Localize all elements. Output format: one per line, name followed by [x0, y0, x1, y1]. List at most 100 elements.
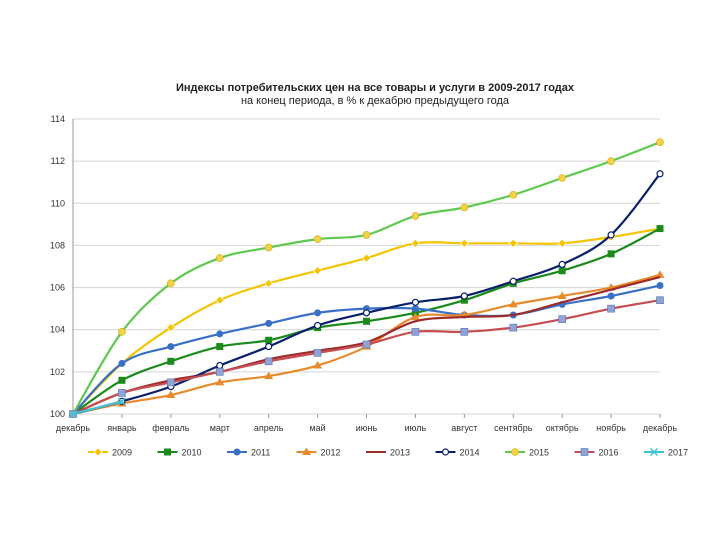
legend-item-2015: 2015: [505, 448, 549, 458]
y-tick-label: 114: [51, 114, 65, 124]
legend-label: 2014: [460, 448, 480, 458]
y-tick-label: 100: [50, 409, 65, 419]
x-tick-label: август: [451, 423, 477, 433]
legend-item-2013: 2013: [366, 448, 410, 458]
data-point-2015: [362, 231, 371, 239]
data-point-2012: [264, 371, 274, 380]
data-point-2010: [265, 336, 273, 344]
data-point-2009: [508, 238, 518, 248]
data-point-2015: [264, 243, 273, 252]
x-tick-label: сентябрь: [494, 423, 533, 433]
x-tick-label: декабрь: [56, 423, 91, 433]
y-tick-label: 110: [51, 198, 65, 208]
data-point-2015: [509, 191, 518, 199]
data-point-2010: [167, 357, 175, 365]
data-point-2009: [459, 238, 469, 248]
series-group: [68, 138, 665, 419]
data-point-2014: [265, 342, 273, 351]
data-point-2016: [362, 340, 371, 349]
data-point-2012: [557, 291, 567, 299]
legend: 2009 2010 2011 2012 2013 2014 2015 2016 2017: [88, 447, 688, 458]
data-point-2012: [166, 390, 176, 399]
data-point-2011: [411, 305, 419, 313]
legend-marker: [93, 447, 103, 457]
x-tick-label: октябрь: [546, 423, 579, 433]
data-point-2016: [607, 304, 615, 313]
data-point-2010: [118, 376, 126, 384]
data-point-2014: [607, 231, 615, 239]
legend-marker: [164, 448, 171, 456]
data-point-2015: [558, 174, 566, 182]
legend-marker: [511, 448, 519, 456]
x-tick-label: декабрь: [643, 423, 678, 433]
data-point-2012: [215, 377, 225, 386]
data-point-2014: [460, 292, 468, 300]
series-line-2017: [72, 400, 123, 416]
y-tick-label: 108: [50, 240, 65, 250]
y-tick-label: 106: [50, 283, 65, 293]
data-point-2015: [215, 254, 224, 262]
data-point-2009: [215, 295, 225, 305]
x-tick-label: ноябрь: [596, 423, 626, 433]
data-point-2017: [117, 397, 126, 406]
legend-label: 2017: [668, 448, 688, 458]
data-point-2014: [313, 321, 322, 330]
data-point-2009: [410, 238, 420, 248]
legend-item-2010: 2010: [157, 448, 202, 458]
data-point-2015: [167, 279, 175, 288]
legend-item-2017: 2017: [644, 448, 688, 458]
data-point-2015: [118, 328, 126, 336]
data-point-2015: [607, 157, 615, 165]
data-point-2009: [166, 323, 176, 333]
legend-marker: [650, 448, 658, 456]
data-point-2016: [118, 389, 126, 397]
data-point-2016: [215, 368, 224, 376]
legend-marker: [441, 448, 450, 456]
legend-label: 2009: [112, 448, 132, 458]
data-point-2012: [655, 270, 665, 278]
series-2017: [69, 397, 126, 418]
data-point-2014: [362, 309, 371, 317]
data-point-2015: [411, 212, 420, 220]
y-tick-label: 102: [50, 367, 65, 377]
data-point-2016: [656, 296, 664, 305]
data-point-2016: [558, 315, 566, 323]
legend-item-2014: 2014: [435, 448, 480, 458]
x-tick-label: март: [210, 423, 230, 433]
data-point-2014: [656, 170, 664, 178]
data-point-2016: [167, 378, 175, 387]
data-point-2012: [508, 299, 518, 308]
data-point-2016: [313, 349, 322, 357]
legend-item-2012: 2012: [296, 447, 341, 458]
series-line-2015: [72, 141, 661, 415]
legend-item-2009: 2009: [88, 448, 132, 458]
x-tick-label: январь: [107, 423, 137, 433]
data-point-2009: [313, 266, 323, 276]
data-point-2016: [411, 328, 420, 336]
data-point-2011: [265, 319, 273, 327]
x-tick-label: июнь: [356, 423, 378, 433]
data-point-2009: [557, 238, 567, 248]
data-point-2010: [558, 267, 566, 275]
x-tick-label: февраль: [152, 423, 189, 433]
legend-label: 2013: [390, 448, 410, 458]
series-2011: [69, 281, 664, 418]
data-point-2011: [216, 330, 224, 338]
series-line-2011: [72, 284, 661, 415]
x-axis-ticks: декабрь январь февраль март апрель май июнь июл…: [56, 423, 678, 433]
data-point-2015: [460, 203, 469, 212]
data-point-2009: [264, 278, 274, 288]
data-point-2017: [69, 410, 77, 418]
data-point-2010: [656, 225, 664, 233]
y-tick-label: 112: [51, 156, 65, 166]
data-point-2016: [509, 323, 518, 332]
legend-label: 2015: [529, 448, 549, 458]
data-point-2014: [216, 361, 224, 370]
legend-label: 2011: [251, 448, 270, 458]
data-point-2016: [460, 328, 469, 336]
data-point-2011: [656, 281, 664, 289]
legend-marker: [302, 447, 311, 455]
y-tick-label: 104: [50, 325, 65, 335]
series-2016: [69, 296, 664, 418]
